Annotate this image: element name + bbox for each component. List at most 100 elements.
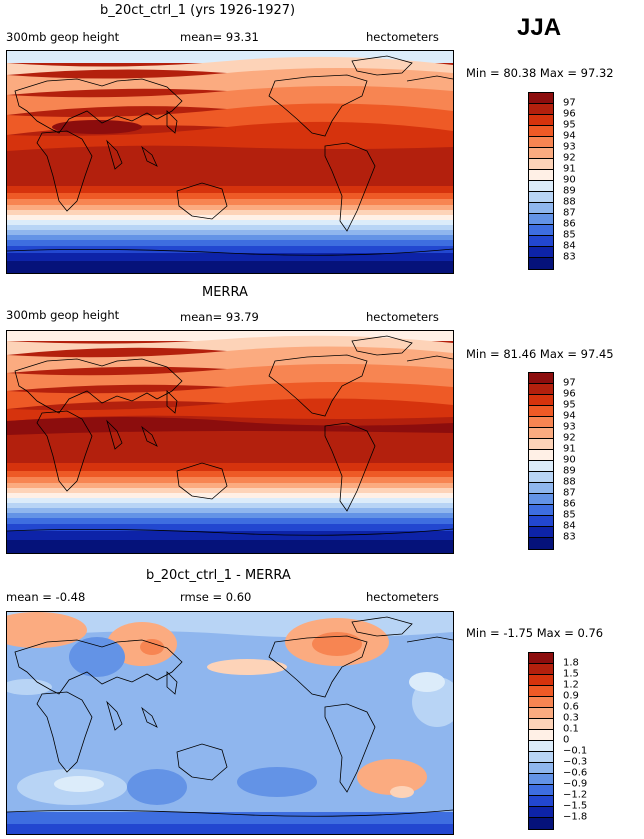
colorbar-tick-label: 86 <box>563 498 576 510</box>
colorbar-tick-label: 97 <box>563 377 576 389</box>
panel-1-mean-label: mean= 93.31 <box>180 30 259 44</box>
colorbar-swatch <box>529 203 553 214</box>
colorbar-swatch <box>529 428 553 439</box>
colorbar-tick-label: 92 <box>563 152 576 164</box>
colorbar-swatch <box>529 494 553 505</box>
colorbar-tick-label: −1.2 <box>563 789 588 801</box>
colorbar-swatch <box>529 159 553 170</box>
colorbar-swatch <box>529 450 553 461</box>
colorbar-tick-label: 87 <box>563 487 576 499</box>
panel-3-colorbar <box>528 652 554 830</box>
colorbar-tick-label: 95 <box>563 399 576 411</box>
colorbar-swatch <box>529 236 553 247</box>
colorbar-swatch <box>529 538 553 549</box>
panel-2-units-label: hectometers <box>366 310 439 324</box>
colorbar-tick-label: −0.3 <box>563 756 588 768</box>
colorbar-tick-label: 96 <box>563 108 576 120</box>
colorbar-tick-label: 0 <box>563 734 570 746</box>
colorbar-tick-label: 87 <box>563 207 576 219</box>
colorbar-swatch <box>529 774 553 785</box>
colorbar-tick-label: −0.9 <box>563 778 588 790</box>
panel-1-colorbar <box>528 92 554 270</box>
colorbar-swatch <box>529 439 553 450</box>
panel-3-map-svg <box>7 612 453 834</box>
panel-2-map <box>6 330 454 554</box>
colorbar-tick-label: 94 <box>563 130 576 142</box>
colorbar-tick-label: 94 <box>563 410 576 422</box>
panel-3-rmse-label: rmse = 0.60 <box>180 590 252 604</box>
panel-1-title: b_20ct_ctrl_1 (yrs 1926-1927) <box>100 3 296 18</box>
colorbar-tick-label: 1.2 <box>563 679 579 691</box>
colorbar-swatch <box>529 763 553 774</box>
colorbar-tick-label: 83 <box>563 531 576 543</box>
panel-1-map <box>6 50 454 274</box>
colorbar-tick-label: 85 <box>563 509 576 521</box>
panel-1-units-label: hectometers <box>366 30 439 44</box>
colorbar-tick-label: 96 <box>563 388 576 400</box>
colorbar-swatch <box>529 796 553 807</box>
colorbar-tick-label: 0.3 <box>563 712 579 724</box>
colorbar-tick-label: −0.6 <box>563 767 588 779</box>
colorbar-tick-label: 0.6 <box>563 701 579 713</box>
panel-2-map-svg <box>7 331 453 553</box>
colorbar-swatch <box>529 719 553 730</box>
colorbar-tick-label: 91 <box>563 163 576 175</box>
colorbar-swatch <box>529 247 553 258</box>
panel-2-variable-label: 300mb geop height <box>6 308 120 322</box>
colorbar-swatch <box>529 104 553 115</box>
colorbar-swatch <box>529 686 553 697</box>
colorbar-swatch <box>529 406 553 417</box>
colorbar-swatch <box>529 170 553 181</box>
colorbar-swatch <box>529 126 553 137</box>
colorbar-swatch <box>529 675 553 686</box>
colorbar-tick-label: 1.5 <box>563 668 579 680</box>
colorbar-tick-label: −1.8 <box>563 811 588 823</box>
colorbar-tick-label: 93 <box>563 421 576 433</box>
colorbar-tick-label: 92 <box>563 432 576 444</box>
colorbar-swatch <box>529 115 553 126</box>
colorbar-tick-label: 1.8 <box>563 657 579 669</box>
colorbar-tick-label: 91 <box>563 443 576 455</box>
colorbar-tick-label: 89 <box>563 465 576 477</box>
colorbar-swatch <box>529 730 553 741</box>
colorbar-swatch <box>529 373 553 384</box>
colorbar-swatch <box>529 527 553 538</box>
colorbar-swatch <box>529 697 553 708</box>
colorbar-tick-label: 83 <box>563 251 576 263</box>
panel-2-minmax: Min = 81.46 Max = 97.45 <box>466 347 614 361</box>
colorbar-tick-label: −0.1 <box>563 745 588 757</box>
colorbar-swatch <box>529 741 553 752</box>
panel-3-map <box>6 611 454 835</box>
colorbar-tick-label: 0.9 <box>563 690 579 702</box>
colorbar-tick-label: 90 <box>563 174 576 186</box>
season-label: JJA <box>517 14 562 41</box>
colorbar-swatch <box>529 664 553 675</box>
colorbar-swatch <box>529 807 553 818</box>
colorbar-swatch <box>529 653 553 664</box>
colorbar-swatch <box>529 258 553 269</box>
colorbar-swatch <box>529 384 553 395</box>
colorbar-swatch <box>529 472 553 483</box>
panel-1-variable-label: 300mb geop height <box>6 30 120 44</box>
colorbar-swatch <box>529 505 553 516</box>
colorbar-tick-label: 95 <box>563 119 576 131</box>
colorbar-swatch <box>529 752 553 763</box>
colorbar-tick-label: 97 <box>563 97 576 109</box>
colorbar-swatch <box>529 225 553 236</box>
colorbar-swatch <box>529 818 553 829</box>
colorbar-tick-label: 84 <box>563 520 576 532</box>
panel-3-mean-label: mean = -0.48 <box>6 590 86 604</box>
colorbar-swatch <box>529 192 553 203</box>
panel-3-minmax: Min = -1.75 Max = 0.76 <box>466 626 604 640</box>
colorbar-tick-label: 88 <box>563 476 576 488</box>
colorbar-swatch <box>529 417 553 428</box>
colorbar-tick-label: 89 <box>563 185 576 197</box>
colorbar-swatch <box>529 785 553 796</box>
colorbar-tick-label: 0.1 <box>563 723 579 735</box>
colorbar-tick-label: 86 <box>563 218 576 230</box>
colorbar-swatch <box>529 137 553 148</box>
panel-1-minmax: Min = 80.38 Max = 97.32 <box>466 66 614 80</box>
colorbar-swatch <box>529 93 553 104</box>
colorbar-tick-label: 90 <box>563 454 576 466</box>
colorbar-swatch <box>529 181 553 192</box>
